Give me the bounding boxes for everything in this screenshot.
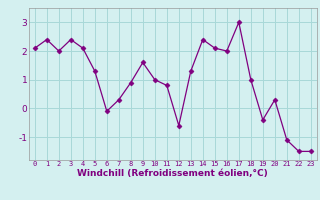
X-axis label: Windchill (Refroidissement éolien,°C): Windchill (Refroidissement éolien,°C): [77, 169, 268, 178]
